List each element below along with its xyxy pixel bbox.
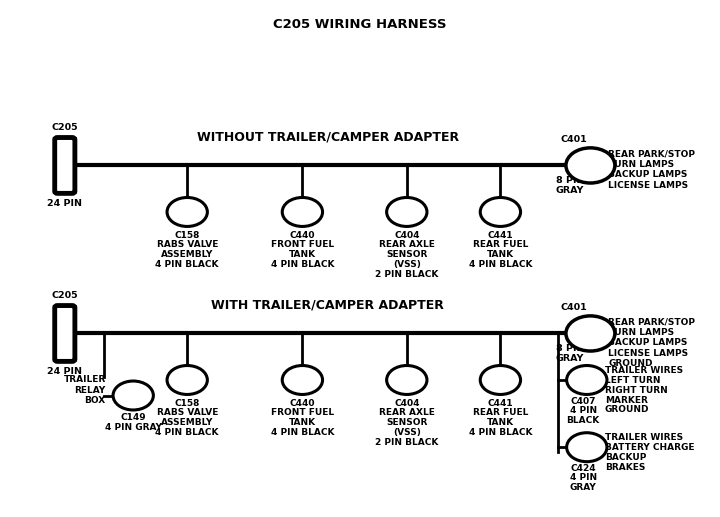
Text: TRAILER WIRES: TRAILER WIRES	[605, 366, 683, 375]
Circle shape	[567, 433, 607, 462]
Text: C158: C158	[174, 231, 200, 239]
Text: RIGHT TURN: RIGHT TURN	[605, 386, 667, 395]
Text: TANK: TANK	[487, 250, 514, 259]
Text: (VSS): (VSS)	[393, 260, 420, 269]
Text: TANK: TANK	[289, 418, 316, 427]
Text: BATTERY CHARGE: BATTERY CHARGE	[605, 443, 694, 452]
Text: 4 PIN BLACK: 4 PIN BLACK	[469, 428, 532, 437]
Text: BRAKES: BRAKES	[605, 463, 645, 472]
Text: 8 PIN: 8 PIN	[556, 176, 585, 185]
Text: 8 PIN: 8 PIN	[556, 344, 585, 353]
Circle shape	[282, 197, 323, 226]
Circle shape	[113, 381, 153, 410]
Circle shape	[282, 366, 323, 394]
Text: TRAILER
RELAY
BOX: TRAILER RELAY BOX	[63, 375, 106, 405]
Text: RABS VALVE: RABS VALVE	[156, 240, 218, 249]
Text: REAR PARK/STOP: REAR PARK/STOP	[608, 149, 696, 159]
Circle shape	[480, 197, 521, 226]
Text: MARKER: MARKER	[605, 396, 648, 405]
Text: REAR AXLE: REAR AXLE	[379, 240, 435, 249]
Text: TANK: TANK	[487, 418, 514, 427]
Text: C440: C440	[289, 399, 315, 407]
Text: 4 PIN BLACK: 4 PIN BLACK	[469, 260, 532, 269]
Text: RABS VALVE: RABS VALVE	[156, 408, 218, 417]
Text: C205: C205	[52, 291, 78, 300]
Text: BACKUP: BACKUP	[605, 453, 646, 462]
Text: C401: C401	[560, 303, 587, 312]
Text: LICENSE LAMPS: LICENSE LAMPS	[608, 348, 688, 358]
Text: TANK: TANK	[289, 250, 316, 259]
Circle shape	[167, 197, 207, 226]
Text: C441: C441	[487, 399, 513, 407]
Text: 4 PIN
BLACK: 4 PIN BLACK	[567, 406, 600, 425]
Circle shape	[387, 366, 427, 394]
Text: SENSOR: SENSOR	[386, 418, 428, 427]
Text: 4 PIN BLACK: 4 PIN BLACK	[156, 260, 219, 269]
Circle shape	[387, 197, 427, 226]
Text: REAR FUEL: REAR FUEL	[473, 408, 528, 417]
Text: GRAY: GRAY	[556, 354, 584, 363]
Text: LICENSE LAMPS: LICENSE LAMPS	[608, 180, 688, 190]
Text: 2 PIN BLACK: 2 PIN BLACK	[375, 270, 438, 279]
Text: GROUND: GROUND	[608, 359, 653, 368]
Text: WITHOUT TRAILER/CAMPER ADAPTER: WITHOUT TRAILER/CAMPER ADAPTER	[197, 130, 459, 144]
Text: GRAY: GRAY	[556, 186, 584, 195]
Text: C404: C404	[394, 231, 420, 239]
Text: LEFT TURN: LEFT TURN	[605, 376, 660, 385]
Text: C424: C424	[570, 464, 596, 473]
FancyBboxPatch shape	[55, 138, 75, 193]
Text: 4 PIN
GRAY: 4 PIN GRAY	[570, 473, 597, 493]
Text: FRONT FUEL: FRONT FUEL	[271, 408, 334, 417]
Text: GROUND: GROUND	[605, 405, 649, 415]
Text: 24 PIN: 24 PIN	[48, 199, 82, 208]
Text: (VSS): (VSS)	[393, 428, 420, 437]
Text: 24 PIN: 24 PIN	[48, 367, 82, 376]
Text: C441: C441	[487, 231, 513, 239]
Text: 4 PIN BLACK: 4 PIN BLACK	[271, 260, 334, 269]
Text: C404: C404	[394, 399, 420, 407]
Circle shape	[566, 316, 615, 351]
Text: C149
4 PIN GRAY: C149 4 PIN GRAY	[104, 413, 162, 432]
Text: 4 PIN BLACK: 4 PIN BLACK	[156, 428, 219, 437]
Text: TURN LAMPS: TURN LAMPS	[608, 160, 675, 169]
Text: REAR AXLE: REAR AXLE	[379, 408, 435, 417]
Text: ASSEMBLY: ASSEMBLY	[161, 250, 213, 259]
Circle shape	[567, 366, 607, 394]
Text: C205 WIRING HARNESS: C205 WIRING HARNESS	[274, 18, 446, 31]
Text: C407: C407	[570, 397, 596, 405]
Text: BACKUP LAMPS: BACKUP LAMPS	[608, 170, 688, 179]
Text: TURN LAMPS: TURN LAMPS	[608, 328, 675, 337]
Text: C440: C440	[289, 231, 315, 239]
Circle shape	[566, 148, 615, 183]
Text: 2 PIN BLACK: 2 PIN BLACK	[375, 438, 438, 447]
Text: REAR PARK/STOP: REAR PARK/STOP	[608, 317, 696, 327]
FancyBboxPatch shape	[55, 306, 75, 361]
Text: 4 PIN BLACK: 4 PIN BLACK	[271, 428, 334, 437]
Text: TRAILER WIRES: TRAILER WIRES	[605, 433, 683, 443]
Text: C205: C205	[52, 123, 78, 132]
Text: ASSEMBLY: ASSEMBLY	[161, 418, 213, 427]
Text: C401: C401	[560, 135, 587, 144]
Text: C158: C158	[174, 399, 200, 407]
Text: REAR FUEL: REAR FUEL	[473, 240, 528, 249]
Text: BACKUP LAMPS: BACKUP LAMPS	[608, 338, 688, 347]
Text: SENSOR: SENSOR	[386, 250, 428, 259]
Text: WITH TRAILER/CAMPER ADAPTER: WITH TRAILER/CAMPER ADAPTER	[211, 298, 444, 312]
Text: FRONT FUEL: FRONT FUEL	[271, 240, 334, 249]
Circle shape	[480, 366, 521, 394]
Circle shape	[167, 366, 207, 394]
